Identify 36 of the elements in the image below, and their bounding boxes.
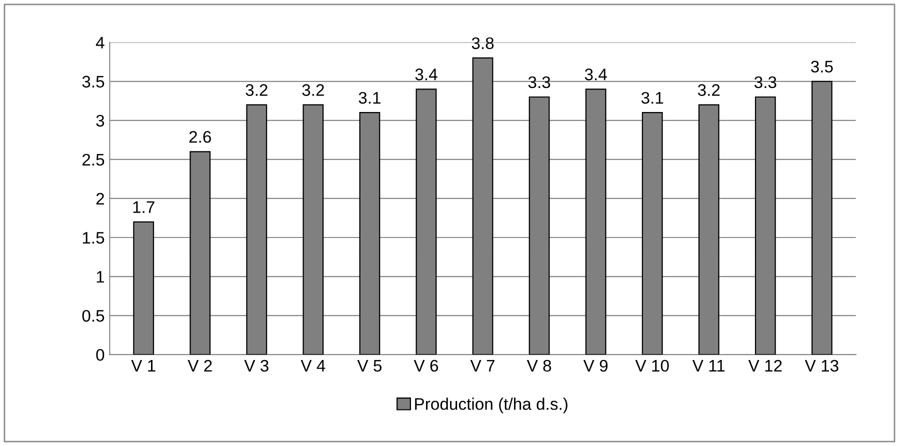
data-label: 3.5 xyxy=(810,60,833,73)
x-tick-label: V 10 xyxy=(635,360,669,372)
data-label: 3.2 xyxy=(302,84,324,96)
y-tick-label: 2.5 xyxy=(82,154,104,166)
y-tick-label: 0.5 xyxy=(82,310,104,322)
y-tick-label: 1 xyxy=(96,271,104,283)
x-tick-label: V 12 xyxy=(748,360,782,372)
y-tick-label: 1.5 xyxy=(82,232,104,244)
y-tick-label: 3 xyxy=(96,114,104,127)
data-label: 3.2 xyxy=(698,84,720,96)
x-tick-label: V 5 xyxy=(357,360,382,372)
data-label: 3.1 xyxy=(358,92,380,104)
y-tick-label: 2 xyxy=(96,192,104,205)
data-label: 3.1 xyxy=(641,92,664,104)
x-tick-label: V 11 xyxy=(692,360,725,372)
x-tick-label: V 9 xyxy=(583,360,608,372)
y-tick-label: 0 xyxy=(96,348,104,361)
data-label: 1.7 xyxy=(133,201,154,213)
data-label: 3.8 xyxy=(472,37,494,50)
x-tick-label: V 13 xyxy=(804,360,838,372)
legend-label: Production (t/ha d.s.) xyxy=(415,398,568,414)
data-label: 3.3 xyxy=(754,76,776,88)
x-tick-label: V 6 xyxy=(414,360,438,372)
data-label: 3.2 xyxy=(246,84,268,96)
x-tick-label: V 3 xyxy=(244,360,268,372)
x-tick-label: V 7 xyxy=(470,360,494,372)
data-label: 3.4 xyxy=(415,68,438,80)
y-tick-label: 3.5 xyxy=(82,76,104,88)
y-tick-label: 4 xyxy=(96,36,104,48)
x-tick-label: V 1 xyxy=(131,360,156,372)
x-tick-label: V 2 xyxy=(188,360,212,372)
data-label: 3.4 xyxy=(584,68,607,80)
data-label: 2.6 xyxy=(189,130,211,143)
x-tick-label: V 4 xyxy=(300,360,326,372)
data-label: 3.3 xyxy=(528,76,550,88)
x-tick-label: V 8 xyxy=(526,360,552,372)
